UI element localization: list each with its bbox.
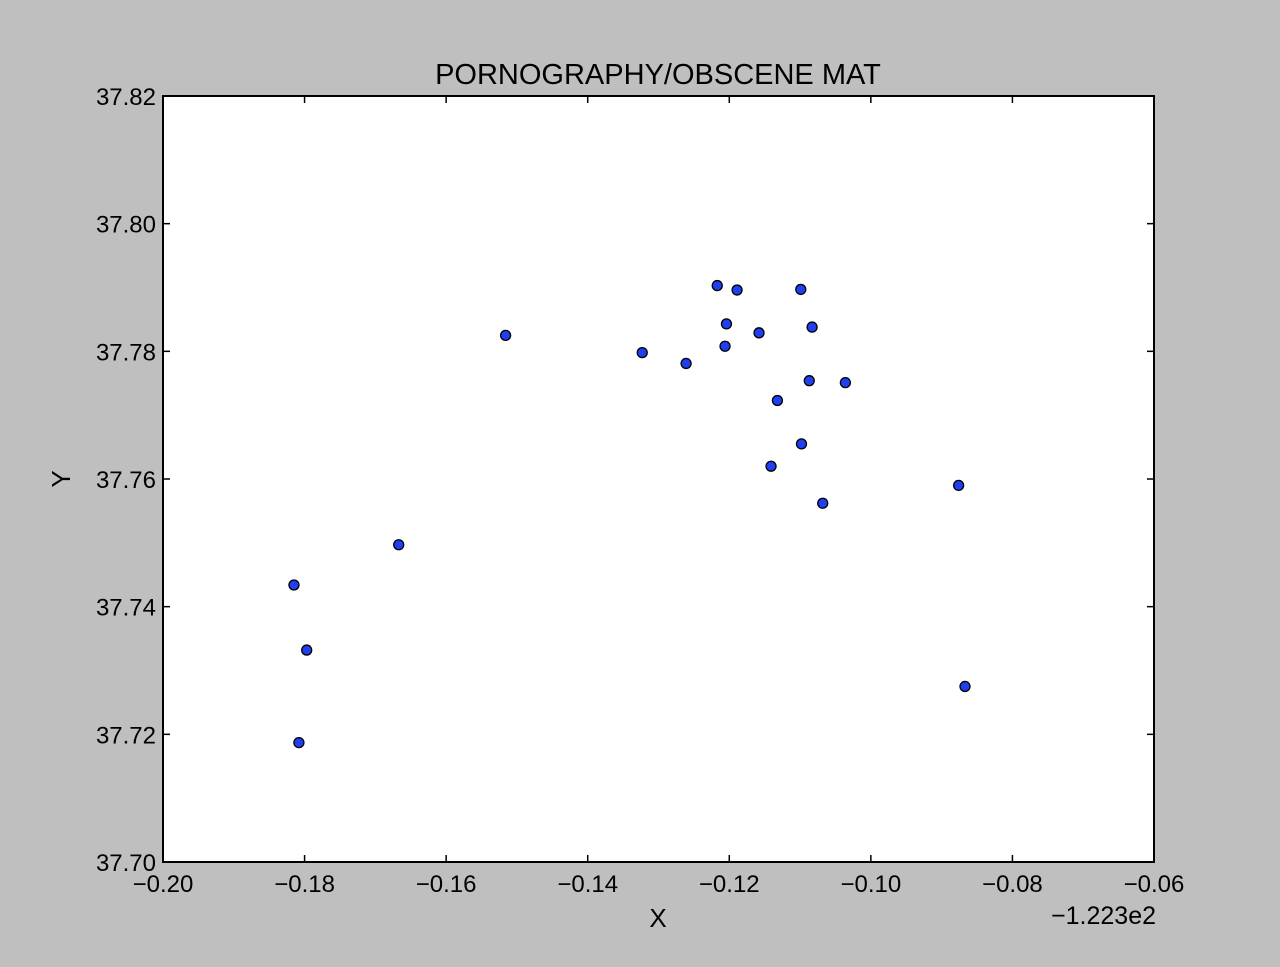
y-tick-label: 37.80: [96, 212, 156, 239]
x-tick-label: −0.08: [982, 871, 1043, 898]
x-tick-label: −0.06: [1124, 871, 1185, 898]
plot-area: [163, 96, 1154, 862]
data-point: [720, 341, 730, 351]
data-point: [394, 540, 404, 550]
y-tick-label: 37.70: [96, 850, 156, 877]
x-tick-label: −0.16: [416, 871, 477, 898]
data-point: [289, 580, 299, 590]
y-tick-label: 37.78: [96, 339, 156, 366]
data-point: [721, 319, 731, 329]
data-point: [954, 480, 964, 490]
x-tick-label: −0.14: [557, 871, 618, 898]
y-tick-label: 37.72: [96, 722, 156, 749]
data-point: [772, 395, 782, 405]
y-tick-label: 37.82: [96, 84, 156, 111]
data-point: [804, 376, 814, 386]
chart-title: PORNOGRAPHY/OBSCENE MAT: [435, 59, 881, 91]
data-point: [840, 378, 850, 388]
data-point: [766, 461, 776, 471]
y-axis-label: Y: [46, 470, 76, 487]
x-offset-label: −1.223e2: [1051, 902, 1156, 930]
data-point: [818, 498, 828, 508]
data-point: [960, 681, 970, 691]
data-point: [754, 328, 764, 338]
data-point: [294, 738, 304, 748]
data-point: [681, 358, 691, 368]
y-tick-label: 37.76: [96, 467, 156, 494]
data-point: [796, 439, 806, 449]
x-axis-label: X: [649, 903, 666, 933]
data-point: [501, 330, 511, 340]
x-tick-label: −0.18: [274, 871, 335, 898]
data-point: [807, 322, 817, 332]
x-tick-label: −0.12: [699, 871, 760, 898]
data-point: [302, 645, 312, 655]
data-point: [712, 281, 722, 291]
data-point: [637, 348, 647, 358]
data-point: [796, 284, 806, 294]
data-point: [732, 285, 742, 295]
y-tick-label: 37.74: [96, 595, 156, 622]
x-tick-label: −0.10: [840, 871, 901, 898]
